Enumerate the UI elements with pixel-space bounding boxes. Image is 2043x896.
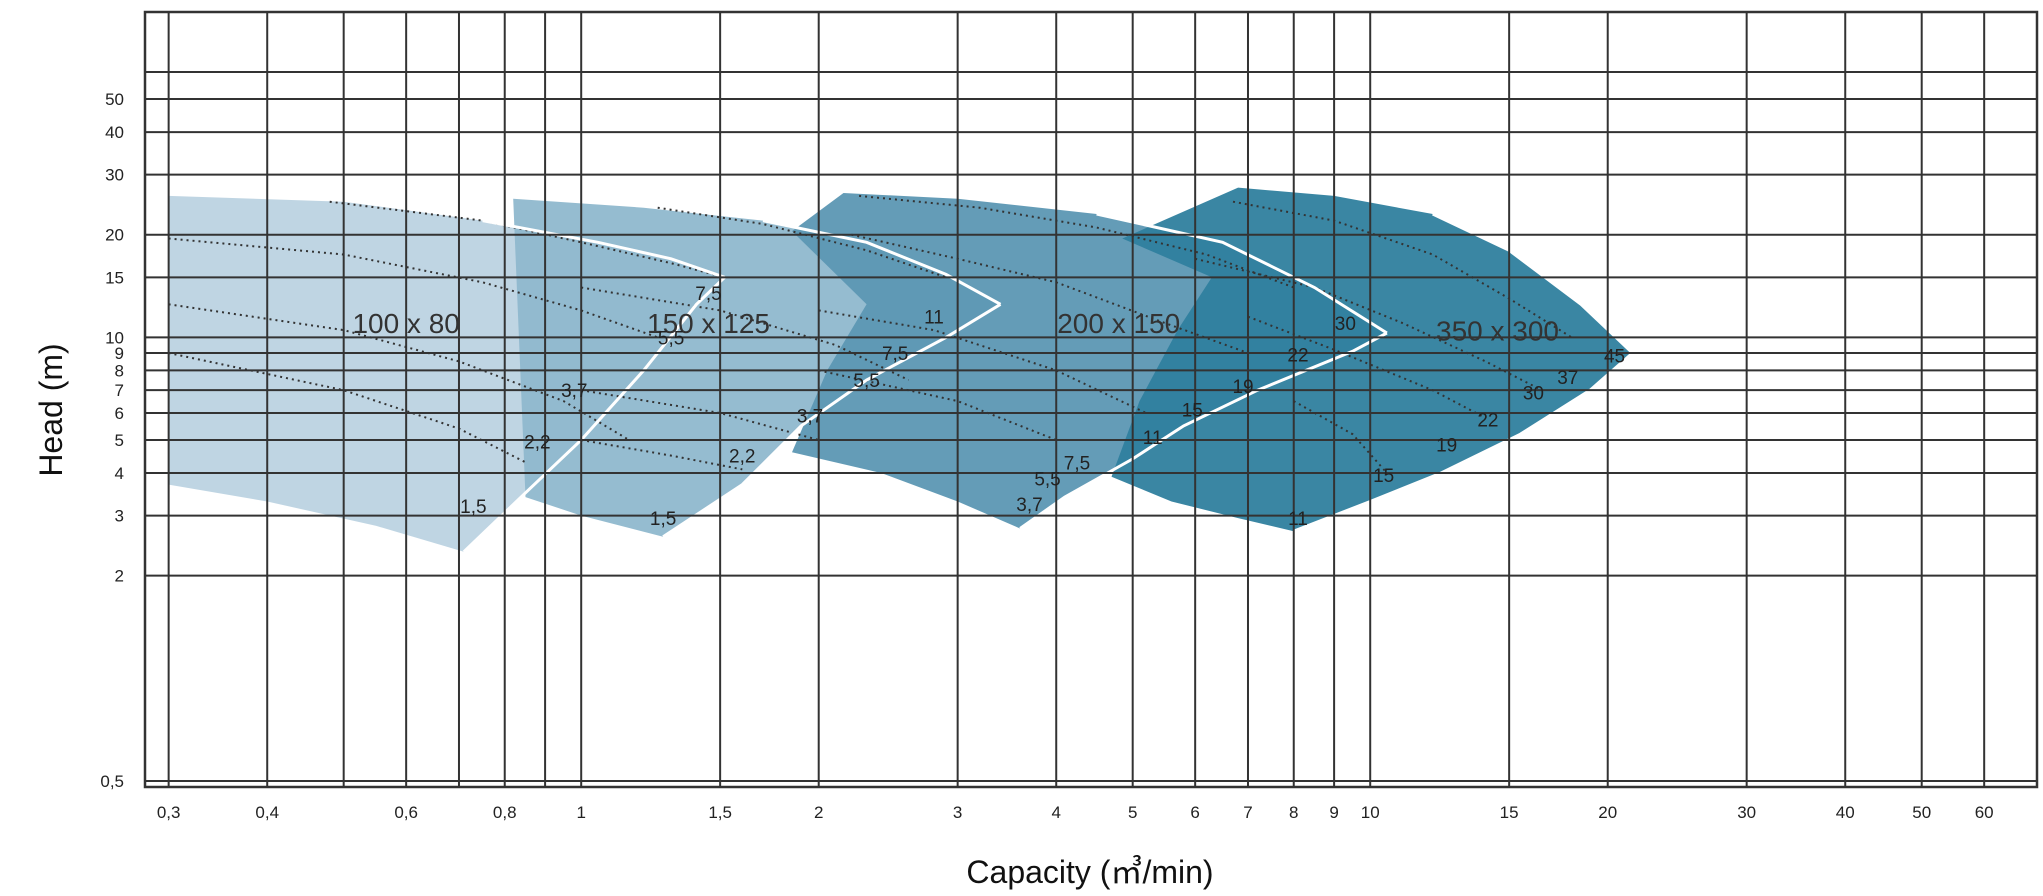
power-label: 1,5 (650, 509, 676, 530)
y-tick-label: 9 (115, 344, 124, 363)
x-tick-label: 6 (1190, 803, 1199, 822)
x-tick-label: 0,8 (493, 803, 517, 822)
region-right-edge-100-x-80 (462, 276, 726, 553)
power-label: 22 (1287, 346, 1308, 367)
power-label: 19 (1436, 436, 1457, 457)
power-label: 30 (1335, 314, 1356, 335)
power-label: 5,5 (658, 328, 684, 349)
power-curve-350-x-300-4 (1293, 400, 1388, 474)
power-curve-200-x-150-3 (818, 309, 1147, 414)
y-tick-label: 2 (115, 567, 124, 586)
power-curve-100-x-80-4 (168, 352, 526, 464)
region-label-350-x-300: 350 x 300 (1436, 315, 1559, 346)
region-label-100-x-80: 100 x 80 (352, 308, 459, 339)
x-tick-label: 40 (1836, 803, 1855, 822)
grid-lines (145, 12, 2037, 787)
power-label: 11 (924, 308, 944, 329)
power-curve-100-x-80-1 (329, 200, 725, 279)
power-label: 11 (1143, 428, 1163, 449)
power-label: 30 (1523, 383, 1544, 404)
power-label: 7,5 (695, 284, 721, 305)
region-label-200-x-150: 200 x 150 (1057, 308, 1180, 339)
y-tick-label: 8 (115, 361, 124, 380)
region-labels: 100 x 80 150 x 125 200 x 150 350 x 300 (352, 308, 1559, 346)
region-350-x-300 (1111, 187, 1633, 532)
x-tick-label: 30 (1737, 803, 1756, 822)
power-label: 2,2 (524, 432, 550, 453)
y-tick-label: 3 (115, 507, 124, 526)
power-labels: 7,55,53,72,21,5117,55,53,72,21,530221915… (460, 284, 1625, 530)
power-label: 3,7 (797, 406, 823, 427)
y-tick-label: 0,5 (100, 772, 124, 791)
region-right-edge-200-x-150 (1019, 331, 1388, 530)
x-tick-label: 1 (576, 803, 585, 822)
power-label: 7,5 (1064, 453, 1090, 474)
power-label: 15 (1182, 400, 1203, 421)
power-label: 1,5 (460, 497, 486, 518)
region-top-edge-150-x-125 (762, 219, 1002, 306)
x-tick-label: 10 (1361, 803, 1380, 822)
region-label-150-x-125: 150 x 125 (647, 308, 770, 339)
power-label: 2,2 (729, 447, 755, 468)
y-tick-label: 10 (105, 328, 124, 347)
power-label: 3,7 (561, 381, 587, 402)
y-tick-label: 6 (115, 404, 124, 423)
y-tick-label: 5 (115, 431, 124, 450)
power-curve-150-x-125-4 (581, 439, 743, 471)
power-curve-150-x-125-2 (581, 286, 910, 381)
y-tick-label: 20 (105, 226, 124, 245)
x-tick-label: 2 (814, 803, 823, 822)
region-right-edge-350-x-300 (1293, 351, 1634, 533)
y-tick-label: 4 (115, 464, 124, 483)
power-label: 15 (1373, 466, 1394, 487)
power-label: 5,5 (1034, 470, 1060, 491)
power-label: 45 (1604, 346, 1625, 367)
power-curve-100-x-80-3 (168, 303, 630, 441)
region-right-edge-150-x-125 (662, 303, 1002, 539)
x-tick-label: 1,5 (708, 803, 732, 822)
x-tick-label: 20 (1598, 803, 1617, 822)
x-tick-labels: 0,3 0,4 0,6 0,8 1 1,5 2 3 4 5 6 7 8 9 10 15 20 30 40 50 60 (157, 803, 1994, 822)
x-tick-label: 9 (1329, 803, 1338, 822)
x-tick-label: 8 (1289, 803, 1298, 822)
region-top-edge-100-x-80 (482, 219, 726, 279)
power-label: 19 (1232, 377, 1253, 398)
power-curve-350-x-300-1 (1232, 200, 1573, 339)
x-tick-label: 7 (1243, 803, 1252, 822)
y-tick-label: 50 (105, 90, 124, 109)
x-tick-label: 60 (1975, 803, 1994, 822)
power-label: 5,5 (853, 371, 879, 392)
y-tick-label: 30 (105, 166, 124, 185)
power-label: 11 (1288, 509, 1308, 530)
power-label: 7,5 (882, 344, 908, 365)
region-top-edge-200-x-150 (1096, 212, 1388, 335)
x-tick-label: 15 (1500, 803, 1519, 822)
x-tick-label: 4 (1051, 803, 1060, 822)
x-tick-label: 0,3 (157, 803, 181, 822)
x-tick-label: 0,4 (255, 803, 279, 822)
y-tick-label: 40 (105, 123, 124, 142)
power-label: 37 (1557, 368, 1578, 389)
x-tick-label: 0,6 (394, 803, 418, 822)
y-tick-label: 7 (115, 381, 124, 400)
x-axis-title: Capacity (㎥/min) (966, 854, 1213, 890)
y-axis-title: Head (m) (33, 343, 69, 476)
power-label: 3,7 (1016, 495, 1042, 516)
x-tick-label: 3 (953, 803, 962, 822)
power-label: 22 (1477, 410, 1498, 431)
x-tick-label: 5 (1128, 803, 1137, 822)
x-tick-label: 50 (1912, 803, 1931, 822)
plot-frame (143, 10, 2039, 789)
y-tick-label: 15 (105, 268, 124, 287)
